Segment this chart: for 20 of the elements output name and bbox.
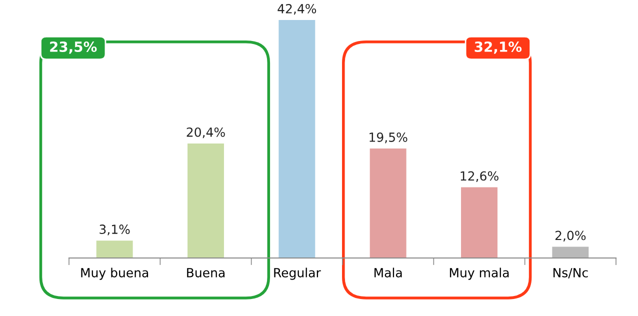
- bar: [188, 143, 224, 258]
- x-tick-label: Regular: [274, 268, 321, 280]
- bar: [461, 187, 498, 258]
- data-label: 20,4%: [186, 127, 225, 138]
- bar: [552, 246, 589, 258]
- bar: [96, 240, 133, 258]
- x-tick-label: Muy mala: [450, 268, 509, 280]
- x-tick-label: Muy buena: [81, 268, 148, 280]
- bar: [370, 148, 406, 258]
- data-label: 19,5%: [370, 132, 408, 144]
- annotation: 23,5%: [50, 41, 97, 54]
- bar: [278, 20, 316, 258]
- data-label: 12,6%: [460, 171, 498, 182]
- x-tick-label: Ns/Nc: [553, 268, 588, 278]
- data-label: 42,4%: [278, 4, 316, 15]
- x-tick-label: Mala: [374, 268, 402, 278]
- x-tick-label: Buena: [187, 268, 224, 278]
- data-label: 3,1%: [100, 224, 130, 236]
- annotation: 32,1%: [474, 41, 522, 54]
- data-label: 2,0%: [555, 230, 586, 242]
